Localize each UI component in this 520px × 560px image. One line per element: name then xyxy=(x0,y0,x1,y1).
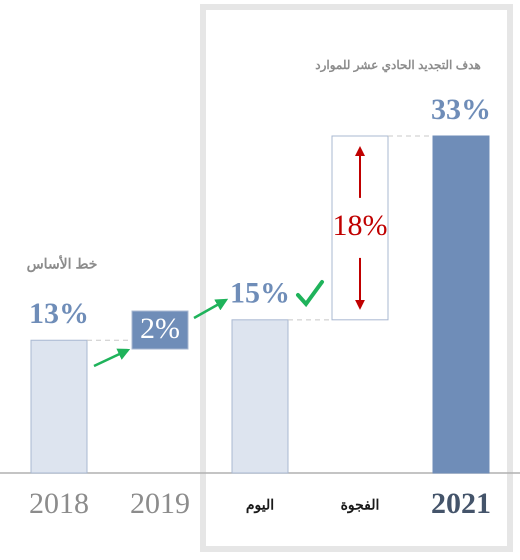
arrow xyxy=(193,298,229,320)
bar xyxy=(432,135,490,474)
annotation: هدف التجديد الحادي عشر للموارد xyxy=(315,58,481,73)
arrow xyxy=(93,348,131,368)
bar xyxy=(231,319,289,474)
x-tick-label: 2018 xyxy=(29,487,89,520)
value-label: 18% xyxy=(333,209,388,242)
value-label: 2% xyxy=(140,312,180,345)
x-tick-label: الفجوة xyxy=(341,497,380,514)
checkmark xyxy=(296,280,324,308)
value-label: 13% xyxy=(29,297,89,330)
bar xyxy=(131,310,189,350)
x-tick-label: 2021 xyxy=(431,487,491,520)
bar xyxy=(30,339,88,474)
value-label: 15% xyxy=(230,277,290,310)
x-tick-label: 2019 xyxy=(130,487,190,520)
annotation: خط الأساس xyxy=(27,255,98,273)
value-label: 33% xyxy=(431,93,491,126)
x-tick-label: اليوم xyxy=(246,497,274,514)
